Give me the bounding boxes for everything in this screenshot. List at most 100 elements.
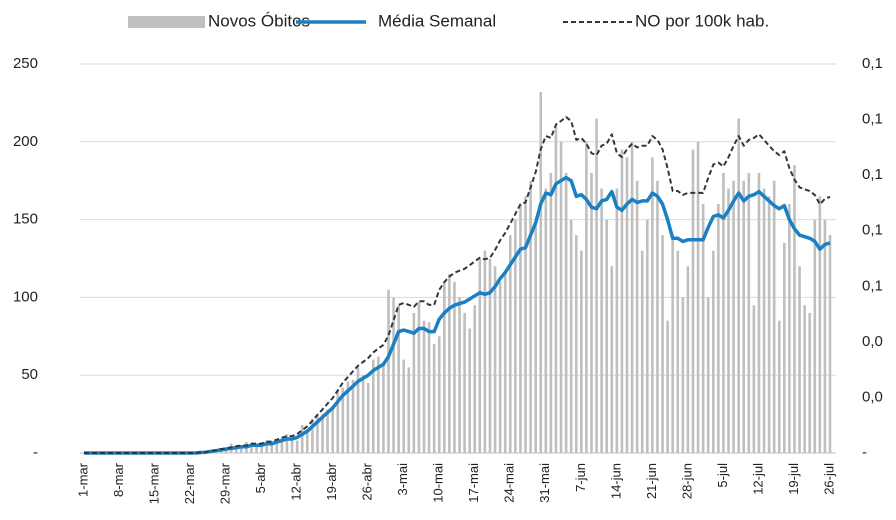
bar: [569, 219, 573, 453]
bar: [382, 362, 385, 453]
bar: [813, 219, 817, 453]
bar: [828, 235, 832, 453]
y-tick-label: 50: [21, 366, 38, 383]
y-tick-label: 200: [13, 133, 38, 150]
bar: [402, 359, 406, 453]
bar: [503, 274, 507, 453]
bar: [468, 328, 471, 453]
bar: [757, 172, 761, 454]
bar: [478, 258, 482, 453]
bar: [671, 235, 674, 453]
bar: [417, 302, 421, 453]
bar: [250, 443, 253, 453]
x-tick-label: 10-mai: [431, 463, 446, 503]
x-tick-label: 28-jun: [679, 463, 694, 499]
y2-tick-label: -: [862, 444, 867, 461]
bar: [341, 387, 345, 453]
bar: [427, 322, 431, 453]
bar: [377, 356, 380, 453]
legend-label: Novos Óbitos: [208, 11, 310, 30]
x-tick-label: 24-mai: [502, 463, 517, 503]
bar: [432, 344, 436, 453]
bar: [453, 281, 456, 453]
bar: [285, 434, 289, 453]
x-tick-label: 22-mar: [182, 462, 197, 504]
bar: [823, 219, 827, 453]
bar: [300, 424, 304, 453]
bar: [539, 92, 543, 454]
bar: [711, 250, 715, 453]
bar: [803, 305, 806, 453]
bar: [407, 367, 411, 453]
bar: [564, 172, 568, 454]
bar: [706, 297, 710, 453]
y-tick-label: 250: [13, 55, 38, 72]
bar: [737, 118, 740, 454]
bar: [727, 188, 730, 454]
line: [84, 116, 831, 454]
bar: [544, 188, 548, 454]
bar: [620, 149, 624, 453]
x-tick-label: 3-mai: [395, 463, 410, 496]
x-tick-label: 19-abr: [324, 462, 339, 500]
bar: [488, 258, 492, 453]
bar: [696, 141, 700, 454]
bar: [646, 219, 649, 453]
bar: [260, 443, 263, 453]
x-tick-label: 8-mar: [111, 462, 126, 497]
x-tick-label: 19-jul: [786, 463, 801, 495]
bar: [351, 379, 355, 453]
legend-swatch: [128, 16, 205, 28]
bar: [610, 266, 614, 453]
y2-tick-label: 0,0: [862, 388, 883, 405]
bar: [443, 281, 446, 453]
bar: [747, 172, 751, 454]
bar: [595, 118, 598, 454]
x-tick-label: 15-mar: [146, 462, 161, 504]
bar: [498, 281, 502, 453]
bar: [387, 289, 390, 453]
legend-label: NO por 100k hab.: [635, 11, 769, 30]
bar: [625, 157, 629, 454]
bar: [666, 320, 669, 453]
bar: [676, 250, 680, 453]
bar: [524, 196, 527, 453]
bar: [336, 390, 340, 453]
bar: [651, 157, 654, 454]
x-tick-label: 29-mar: [218, 462, 233, 504]
bar: [331, 406, 334, 453]
bar: [397, 305, 400, 453]
bar: [767, 196, 771, 453]
bar: [346, 381, 350, 453]
bar: [701, 204, 705, 453]
bar: [529, 180, 532, 453]
bar: [783, 242, 786, 453]
x-tick-label: 26-abr: [360, 462, 375, 500]
y2-tick-label: 0,1: [862, 111, 883, 128]
bar: [437, 336, 441, 453]
y2-tick-label: 0,0: [862, 333, 883, 350]
bar: [798, 266, 801, 453]
bar: [788, 204, 791, 453]
legend-label: Média Semanal: [378, 11, 496, 30]
bar: [265, 440, 268, 453]
x-tick-label: 7-jun: [573, 463, 588, 492]
bar: [681, 297, 685, 453]
bar: [508, 235, 512, 453]
bar: [656, 180, 659, 453]
bar: [280, 437, 284, 453]
bar: [514, 219, 517, 453]
y-tick-label: 100: [13, 288, 38, 305]
bar: [366, 382, 370, 453]
bar: [772, 180, 776, 453]
bar: [361, 375, 365, 453]
bar: [326, 409, 329, 453]
bar: [473, 305, 477, 453]
y2-tick-label: 0,1: [862, 277, 883, 294]
bar: [458, 297, 461, 453]
x-tick-label: 12-jul: [750, 463, 765, 495]
bar: [493, 266, 497, 453]
y2-tick-label: 0,1: [862, 166, 883, 183]
bar: [635, 180, 639, 453]
x-tick-label: 26-jul: [821, 463, 836, 495]
